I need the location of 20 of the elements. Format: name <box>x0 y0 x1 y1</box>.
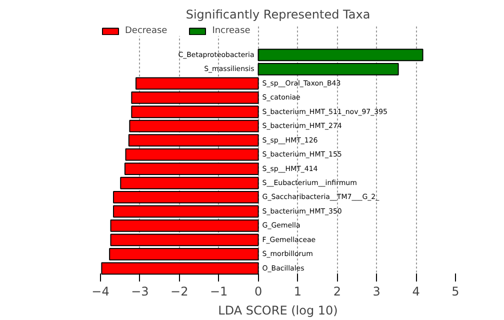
bar <box>113 191 259 204</box>
bar <box>258 48 424 62</box>
legend-label: Decrease <box>125 26 168 36</box>
bar <box>113 205 259 218</box>
x-axis-title: LDA SCORE (log 10) <box>218 304 338 318</box>
x-tick-label: 0 <box>254 284 262 298</box>
chart-title: Significantly Represented Taxa <box>186 8 370 22</box>
x-tick-label: −2 <box>170 284 188 298</box>
x-tick-label: 4 <box>412 284 420 298</box>
x-tick-label: 1 <box>294 284 302 298</box>
x-tick-label: 2 <box>333 284 341 298</box>
bar <box>120 176 259 190</box>
x-tick-label: 5 <box>452 284 460 298</box>
x-tick-label: −4 <box>92 284 110 298</box>
x-tick-label: −3 <box>131 284 149 298</box>
bar <box>124 162 259 175</box>
x-tick-label: −1 <box>210 284 228 298</box>
legend-label: Increase <box>212 26 250 36</box>
x-tick-label: 3 <box>372 284 380 298</box>
bar <box>125 148 259 161</box>
